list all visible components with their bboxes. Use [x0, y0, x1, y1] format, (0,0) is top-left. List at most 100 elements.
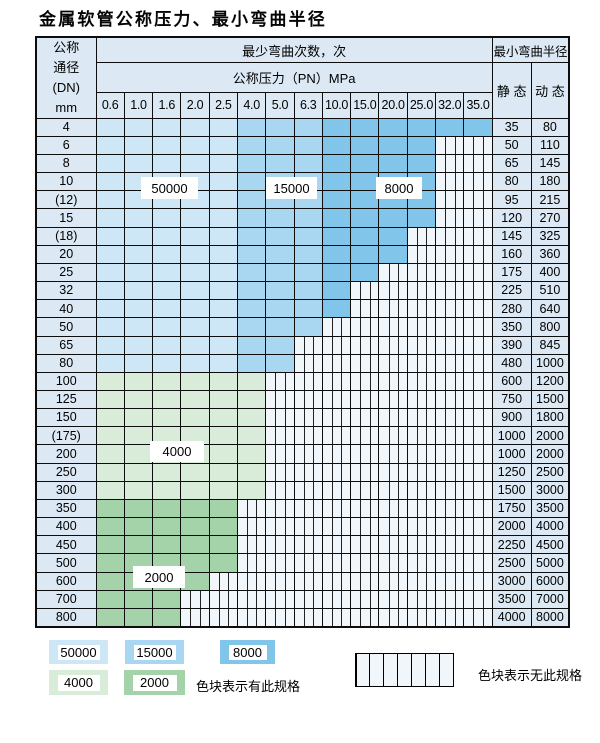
no-spec-cell [321, 535, 352, 555]
spec-cell [208, 408, 238, 428]
no-spec-cell [435, 299, 465, 319]
no-spec-cell [378, 262, 408, 283]
static-radius-cell: 1000 [491, 426, 532, 446]
no-spec-cell [321, 426, 352, 446]
static-radius-cell: 3000 [491, 571, 532, 591]
spec-cell [152, 498, 182, 519]
spec-cell [95, 190, 125, 210]
no-spec-cell [265, 444, 295, 464]
no-spec-cell [350, 353, 380, 373]
spec-cell [265, 117, 295, 137]
no-spec-cell [463, 226, 493, 246]
spec-cell [180, 535, 210, 555]
spec-cell [95, 172, 125, 192]
pressure-value-cell: 1.0 [123, 92, 154, 119]
no-spec-cell [463, 408, 493, 428]
spec-cell [208, 117, 238, 137]
region-label: 15000 [266, 177, 317, 199]
spec-cell [123, 426, 154, 446]
dynamic-radius-cell: 2000 [530, 426, 570, 446]
table-row: 40 280 640 [35, 299, 570, 319]
no-spec-cell [406, 462, 437, 482]
legend-swatch-label: 8000 [228, 644, 267, 660]
spec-cell [152, 208, 182, 228]
no-spec-cell [265, 371, 295, 391]
bend-cycles-header-cell: 最少弯曲次数，次 [95, 36, 493, 63]
spec-cell [265, 135, 295, 155]
spec-cell [236, 190, 267, 210]
no-spec-cell [463, 172, 493, 192]
no-spec-cell [435, 517, 465, 537]
no-spec-cell [406, 226, 437, 246]
spec-cell [123, 281, 154, 301]
spec-cell [293, 226, 323, 246]
spec-cell [180, 517, 210, 537]
no-spec-cell [463, 190, 493, 210]
spec-cell [152, 281, 182, 301]
spec-cell [208, 480, 238, 500]
dn-cell: 800 [35, 607, 97, 628]
spec-cell [95, 262, 125, 283]
spec-cell [208, 153, 238, 174]
no-spec-cell [378, 371, 408, 391]
spec-cell [95, 208, 125, 228]
no-spec-cell [321, 353, 352, 373]
no-spec-cell [378, 353, 408, 373]
spec-cell [123, 589, 154, 609]
dynamic-radius-cell: 325 [530, 226, 570, 246]
no-spec-cell [378, 517, 408, 537]
table-row: (175) 1000 2000 [35, 426, 570, 446]
table-row: 15 120 270 [35, 208, 570, 228]
no-spec-cell [350, 426, 380, 446]
spec-cell [208, 262, 238, 283]
no-spec-cell [406, 480, 437, 500]
no-spec-cell [378, 408, 408, 428]
legend-swatch-label: 50000 [57, 644, 100, 660]
dn-cell: 600 [35, 571, 97, 591]
static-radius-cell: 95 [491, 190, 532, 210]
spec-cell [123, 389, 154, 410]
static-radius-cell: 2500 [491, 553, 532, 573]
no-spec-cell [378, 444, 408, 464]
dynamic-radius-cell: 1200 [530, 371, 570, 391]
no-spec-cell [321, 408, 352, 428]
no-spec-cell [435, 281, 465, 301]
no-spec-cell [321, 371, 352, 391]
spec-cell [208, 426, 238, 446]
no-spec-cell [321, 607, 352, 628]
spec-cell [208, 444, 238, 464]
spec-cell [236, 281, 267, 301]
no-spec-cell [321, 444, 352, 464]
no-spec-cell [378, 335, 408, 355]
static-radius-cell: 65 [491, 153, 532, 174]
dn-cell: 350 [35, 498, 97, 519]
dn-header-cell: 公称 通径 (DN) mm [35, 36, 97, 119]
no-spec-cell [321, 517, 352, 537]
no-spec-cell [208, 607, 238, 628]
no-spec-cell [435, 208, 465, 228]
spec-cell [123, 371, 154, 391]
table-row: 80 480 1000 [35, 353, 570, 373]
spec-cell [208, 190, 238, 210]
spec-cell [321, 172, 352, 192]
no-spec-cell [265, 426, 295, 446]
spec-cell [180, 498, 210, 519]
spec-cell [208, 299, 238, 319]
spec-cell [293, 317, 323, 337]
spec-cell [95, 444, 125, 464]
no-spec-cell [350, 498, 380, 519]
no-spec-cell [293, 480, 323, 500]
spec-cell [321, 281, 352, 301]
spec-cell [350, 262, 380, 283]
pressure-value-cell: 5.0 [265, 92, 295, 119]
table-row: 6 50 110 [35, 135, 570, 155]
no-spec-cell [463, 299, 493, 319]
table-row: 700 3500 7000 [35, 589, 570, 609]
spec-cell [152, 299, 182, 319]
spec-cell [350, 153, 380, 174]
dynamic-header-cell: 动 态 [530, 62, 570, 119]
no-spec-cell [435, 462, 465, 482]
no-spec-cell [435, 408, 465, 428]
spec-cell [152, 517, 182, 537]
no-spec-cell [378, 553, 408, 573]
